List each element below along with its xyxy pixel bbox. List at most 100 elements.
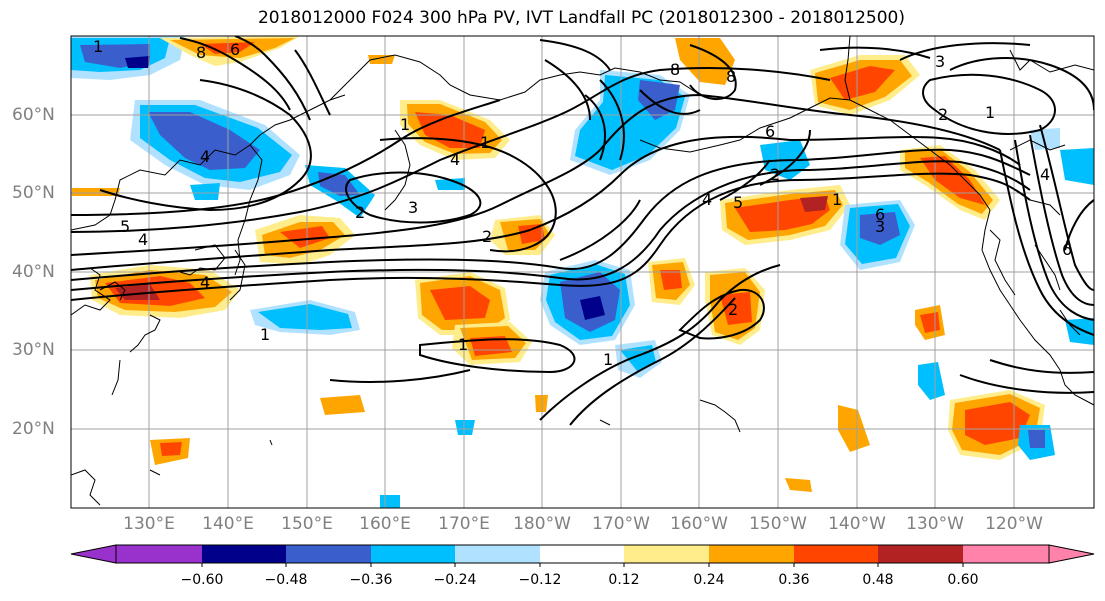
lon-label: 130°E [123,514,175,534]
map-frame [70,35,1095,509]
shade-negative [435,178,465,190]
contour-label: 1 [985,103,995,122]
contour-label: 6 [765,122,775,141]
contour-label: 4 [138,230,148,249]
contour-label: 2 [728,300,738,319]
contour-label: 4 [1040,165,1050,184]
shade-negative [380,495,400,508]
colorbar-tick-label: 0.48 [862,572,894,588]
lon-label: 180°W [513,514,571,534]
colorbar-segment [116,545,203,563]
contour-label: 1 [458,335,468,354]
contour-label: 3 [935,52,945,71]
shade-positive [675,38,735,85]
lon-label: 140°E [202,514,254,534]
figure-title: 2018012000 F024 300 hPa PV, IVT Landfall… [257,8,905,28]
colorbar-segment [455,545,541,563]
lat-label: 50°N [12,183,55,203]
shade-positive [72,188,120,196]
shade-negative [860,212,900,245]
colorbar-segment [963,545,1049,563]
shade-negative [148,112,260,170]
colorbar-low-extend [70,544,117,564]
colorbar-tick-label: 0.60 [947,572,979,588]
shade-positive [280,226,330,248]
shade-positive [415,112,485,148]
contour-label: 4 [450,150,460,169]
colorbar-tick-label: −0.60 [180,572,224,588]
contour-label: 2 [770,165,780,184]
colorbar-segment [540,545,625,563]
contour-label: 6 [1062,240,1072,259]
colorbar-tick-label: 0.12 [608,572,640,588]
lon-label: 150°W [749,514,807,534]
shade-negative [918,362,945,400]
contour-label: 4 [200,147,210,166]
shade-positive [470,336,512,356]
lon-label: 130°W [906,514,964,534]
lon-label: 160°E [359,514,411,534]
lat-label: 60°N [12,105,55,125]
shade-positive [660,270,682,290]
colorbar-segment [794,545,879,563]
lon-label: 140°W [828,514,886,534]
lat-label: 30°N [12,340,55,360]
lat-label: 40°N [12,262,55,282]
shade-negative [580,296,605,320]
shade-negative [455,420,475,435]
colorbar-segment [624,545,710,563]
contour-label: 5 [120,217,130,236]
lat-label: 20°N [12,419,55,439]
contour-label: 1 [260,325,270,344]
shade-positive [800,196,828,212]
shade-negative [125,56,150,68]
coastlines [71,36,1094,506]
contour-label: 8 [670,60,680,79]
colorbar-tick-label: −0.36 [349,572,393,588]
shade-negative [1030,128,1060,150]
contour-label: 4 [702,190,712,209]
shade-negative [190,183,220,200]
contour-label: 2 [482,227,492,246]
contour-label: 2 [938,105,948,124]
shade-negative [1060,148,1094,185]
colorbar [70,544,1095,567]
shade-positive [720,292,752,325]
colorbar-high-extend [1048,544,1095,564]
contour-label: 6 [875,205,885,224]
lon-label: 170°W [592,514,650,534]
lon-label: 120°W [985,514,1043,534]
contour-label: 5 [733,193,743,212]
contour-label: 1 [603,350,613,369]
shade-positive [430,286,490,320]
shade-negative [258,304,352,330]
shade-negative [1028,430,1045,448]
shade-positive [320,395,365,415]
lon-label: 150°E [281,514,333,534]
contour-label: 4 [200,273,210,292]
shade-positive [518,224,545,244]
contour-label: 8 [196,43,206,62]
colorbar-segment [709,545,795,563]
contour-label: 3 [408,198,418,217]
colorbar-segment [371,545,456,563]
colorbar-tick-label: −0.24 [433,572,477,588]
contour-label: 2 [355,203,365,222]
shade-positive [160,442,182,456]
colorbar-tick-label: −0.12 [518,572,562,588]
shade-positive [368,55,395,64]
lon-label: 160°W [670,514,728,534]
colorbar-tick-label: 0.36 [778,572,810,588]
colorbar-segment [286,545,372,563]
contour-label: 1 [93,37,103,56]
colorbar-tick-label: −0.48 [264,572,308,588]
contour-label: 1 [400,115,410,134]
contour-label-layer: 8 8 8 6 5 4 4 3 3 2 2 1 1 1 5 4 2 6 1 4 … [93,37,1072,369]
contour-label: 1 [480,133,490,152]
contour-label: 1 [832,190,842,209]
contour-label: 3 [875,217,885,236]
contour-label: 8 [726,67,736,86]
colorbar-segment [878,545,964,563]
shade-positive [785,478,812,492]
